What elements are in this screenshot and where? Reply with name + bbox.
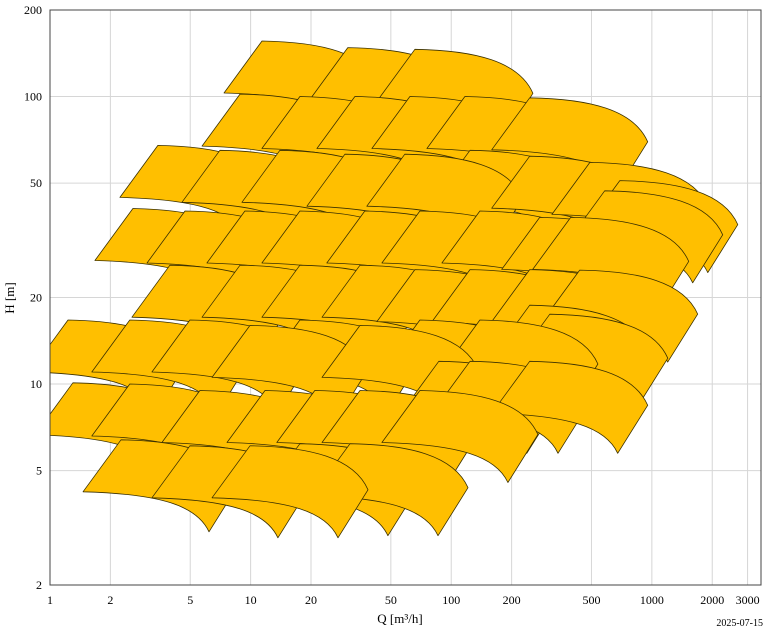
- x-tick-label: 10: [245, 593, 257, 607]
- x-tick-label: 2: [107, 593, 113, 607]
- y-tick-label: 200: [24, 3, 42, 17]
- y-tick-label: 2: [36, 578, 42, 592]
- x-tick-label: 50: [385, 593, 397, 607]
- plot-frame: [49, 9, 762, 586]
- x-tick-label: 1000: [640, 593, 664, 607]
- tiles-layer: [50, 40, 739, 539]
- y-tick-label: 100: [24, 90, 42, 104]
- y-tick-label: 50: [30, 176, 42, 190]
- pump-range-tile: [491, 360, 649, 454]
- x-tick-label: 200: [503, 593, 521, 607]
- y-axis-label: H [m]: [2, 282, 17, 313]
- x-tick-label: 1: [47, 593, 53, 607]
- x-tick-label: 5: [187, 593, 193, 607]
- y-tick-labels: 2 5 10 20 50 100 200: [24, 3, 42, 592]
- x-tick-label: 500: [582, 593, 600, 607]
- y-tick-label: 10: [30, 377, 42, 391]
- pump-range-tile: [211, 445, 369, 539]
- x-tick-label: 2000: [700, 593, 724, 607]
- y-tick-label: 5: [36, 464, 42, 478]
- x-tick-label: 20: [305, 593, 317, 607]
- x-tick-label: 3000: [736, 593, 760, 607]
- x-tick-labels: 1 2 5 10 20 50 100 200 500 1000 2000 3000: [47, 593, 760, 607]
- x-axis-label: Q [m³/h]: [377, 611, 422, 626]
- x-tick-label: 100: [442, 593, 460, 607]
- date-stamp: 2025-07-15: [716, 618, 763, 629]
- y-tick-label: 20: [30, 291, 42, 305]
- pump-range-tile: [381, 390, 539, 483]
